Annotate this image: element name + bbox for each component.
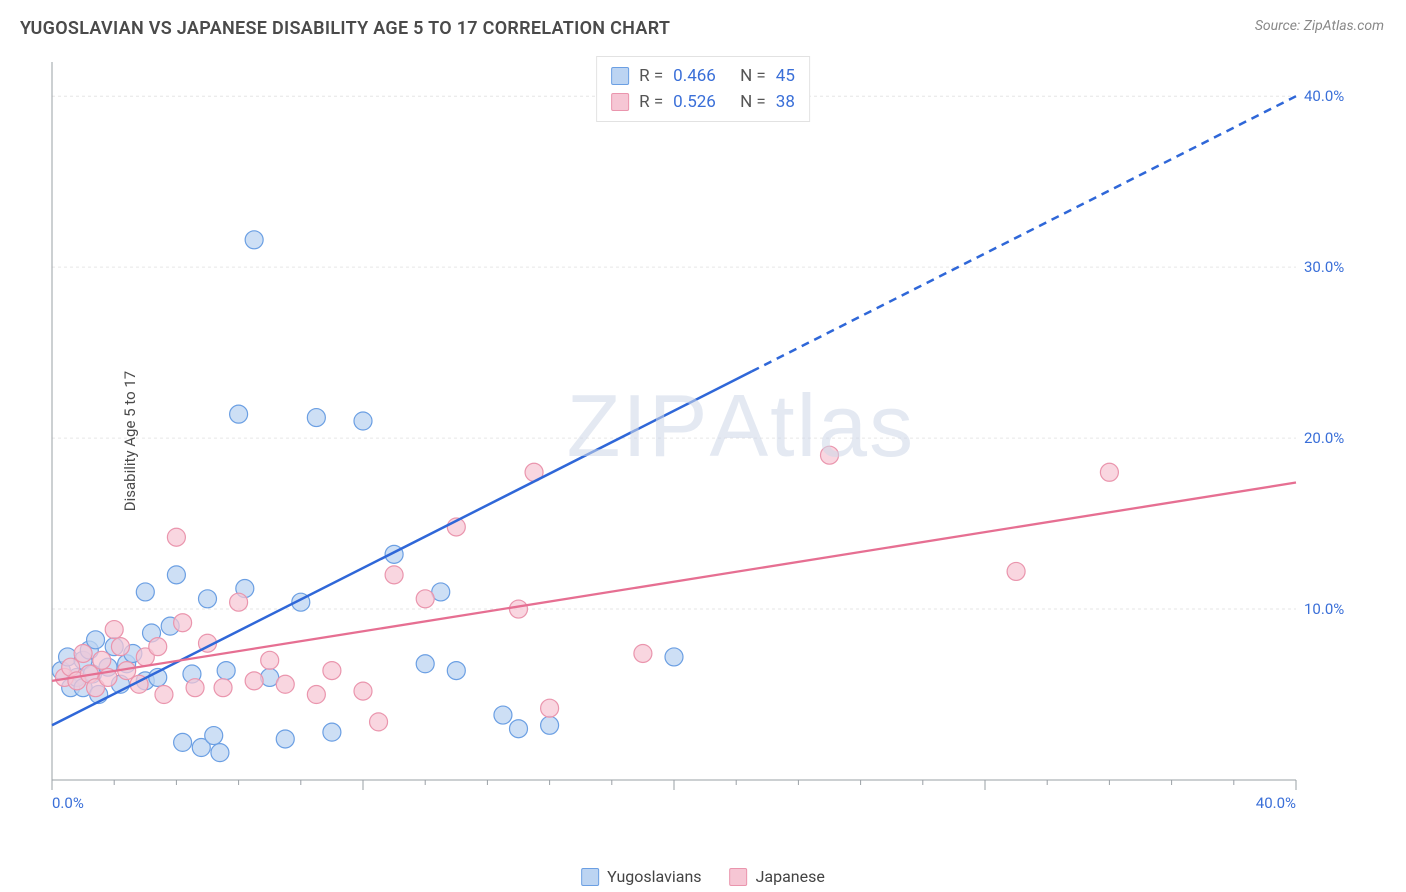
x-tick-label: 0.0% — [52, 794, 84, 812]
scatter-point — [111, 638, 129, 656]
scatter-point — [230, 405, 248, 423]
source-name: ZipAtlas.com — [1304, 18, 1384, 34]
scatter-point — [186, 679, 204, 697]
chart-area: Disability Age 5 to 17 ZIPAtlas 10.0%20.… — [46, 56, 1366, 826]
y-tick-label: 10.0% — [1304, 600, 1344, 618]
legend-item-1: Japanese — [730, 867, 825, 886]
stats-r-value-1: 0.526 — [673, 89, 716, 115]
chart-svg: 10.0% 20.0% 30.0% 40.0% 0.0% 40.0% — [46, 56, 1366, 826]
scatter-point — [136, 583, 154, 601]
scatter-point — [323, 662, 341, 680]
y-tick-label: 20.0% — [1304, 429, 1344, 447]
scatter-point — [665, 648, 683, 666]
scatter-point — [510, 720, 528, 738]
scatter-point — [510, 600, 528, 618]
scatter-point — [634, 644, 652, 662]
scatter-point — [199, 590, 217, 608]
stats-n-label-0: N = — [740, 63, 766, 89]
scatter-point — [1100, 463, 1118, 481]
scatter-point — [214, 679, 232, 697]
source-attribution: Source: ZipAtlas.com — [1255, 18, 1384, 34]
scatter-point — [245, 672, 263, 690]
scatter-point — [354, 682, 372, 700]
scatter-point — [167, 566, 185, 584]
stats-swatch-1 — [611, 93, 629, 111]
y-tick-label: 30.0% — [1304, 258, 1344, 276]
scatter-point — [230, 593, 248, 611]
stats-r-value-0: 0.466 — [673, 63, 716, 89]
stats-r-label-1: R = — [639, 89, 663, 115]
scatter-point — [167, 528, 185, 546]
scatter-point — [93, 651, 111, 669]
scatter-point — [174, 733, 192, 751]
scatter-point — [447, 662, 465, 680]
stats-n-value-1: 38 — [776, 89, 795, 115]
scatter-point — [307, 686, 325, 704]
scatter-point — [416, 590, 434, 608]
scatter-point — [174, 614, 192, 632]
stats-r-label-0: R = — [639, 63, 663, 89]
scatter-point — [211, 744, 229, 762]
scatter-point — [149, 638, 167, 656]
legend-swatch-0 — [581, 868, 599, 886]
scatter-point — [541, 716, 559, 734]
scatter-point — [155, 686, 173, 704]
legend-swatch-1 — [730, 868, 748, 886]
scatter-point — [494, 706, 512, 724]
scatter-point — [541, 699, 559, 717]
scatter-point — [205, 727, 223, 745]
stats-n-label-1: N = — [740, 89, 766, 115]
y-axis-label: Disability Age 5 to 17 — [121, 371, 139, 511]
scatter-point — [354, 412, 372, 430]
scatter-point — [821, 446, 839, 464]
chart-title: YUGOSLAVIAN VS JAPANESE DISABILITY AGE 5… — [20, 18, 670, 39]
scatter-point — [323, 723, 341, 741]
stats-swatch-0 — [611, 67, 629, 85]
x-tick-label: 40.0% — [1256, 794, 1296, 812]
trend-line-dashed — [752, 96, 1296, 371]
scatter-point — [261, 651, 279, 669]
scatter-point — [370, 713, 388, 731]
scatter-point — [217, 662, 235, 680]
scatter-point — [416, 655, 434, 673]
scatter-point — [74, 644, 92, 662]
series-legend: Yugoslavians Japanese — [581, 867, 825, 886]
scatter-point — [105, 621, 123, 639]
scatter-point — [276, 675, 294, 693]
legend-item-0: Yugoslavians — [581, 867, 701, 886]
scatter-point — [1007, 562, 1025, 580]
trend-line — [52, 371, 752, 725]
stats-n-value-0: 45 — [776, 63, 795, 89]
stats-row-0: R = 0.466 N = 45 — [611, 63, 795, 89]
stats-row-1: R = 0.526 N = 38 — [611, 89, 795, 115]
scatter-point — [385, 566, 403, 584]
scatter-point — [276, 730, 294, 748]
y-tick-label: 40.0% — [1304, 87, 1344, 105]
legend-label-0: Yugoslavians — [607, 867, 701, 886]
stats-legend-box: R = 0.466 N = 45 R = 0.526 N = 38 — [596, 56, 810, 122]
scatter-point — [307, 409, 325, 427]
scatter-point — [245, 231, 263, 249]
legend-label-1: Japanese — [756, 867, 825, 886]
source-prefix: Source: — [1255, 18, 1304, 34]
